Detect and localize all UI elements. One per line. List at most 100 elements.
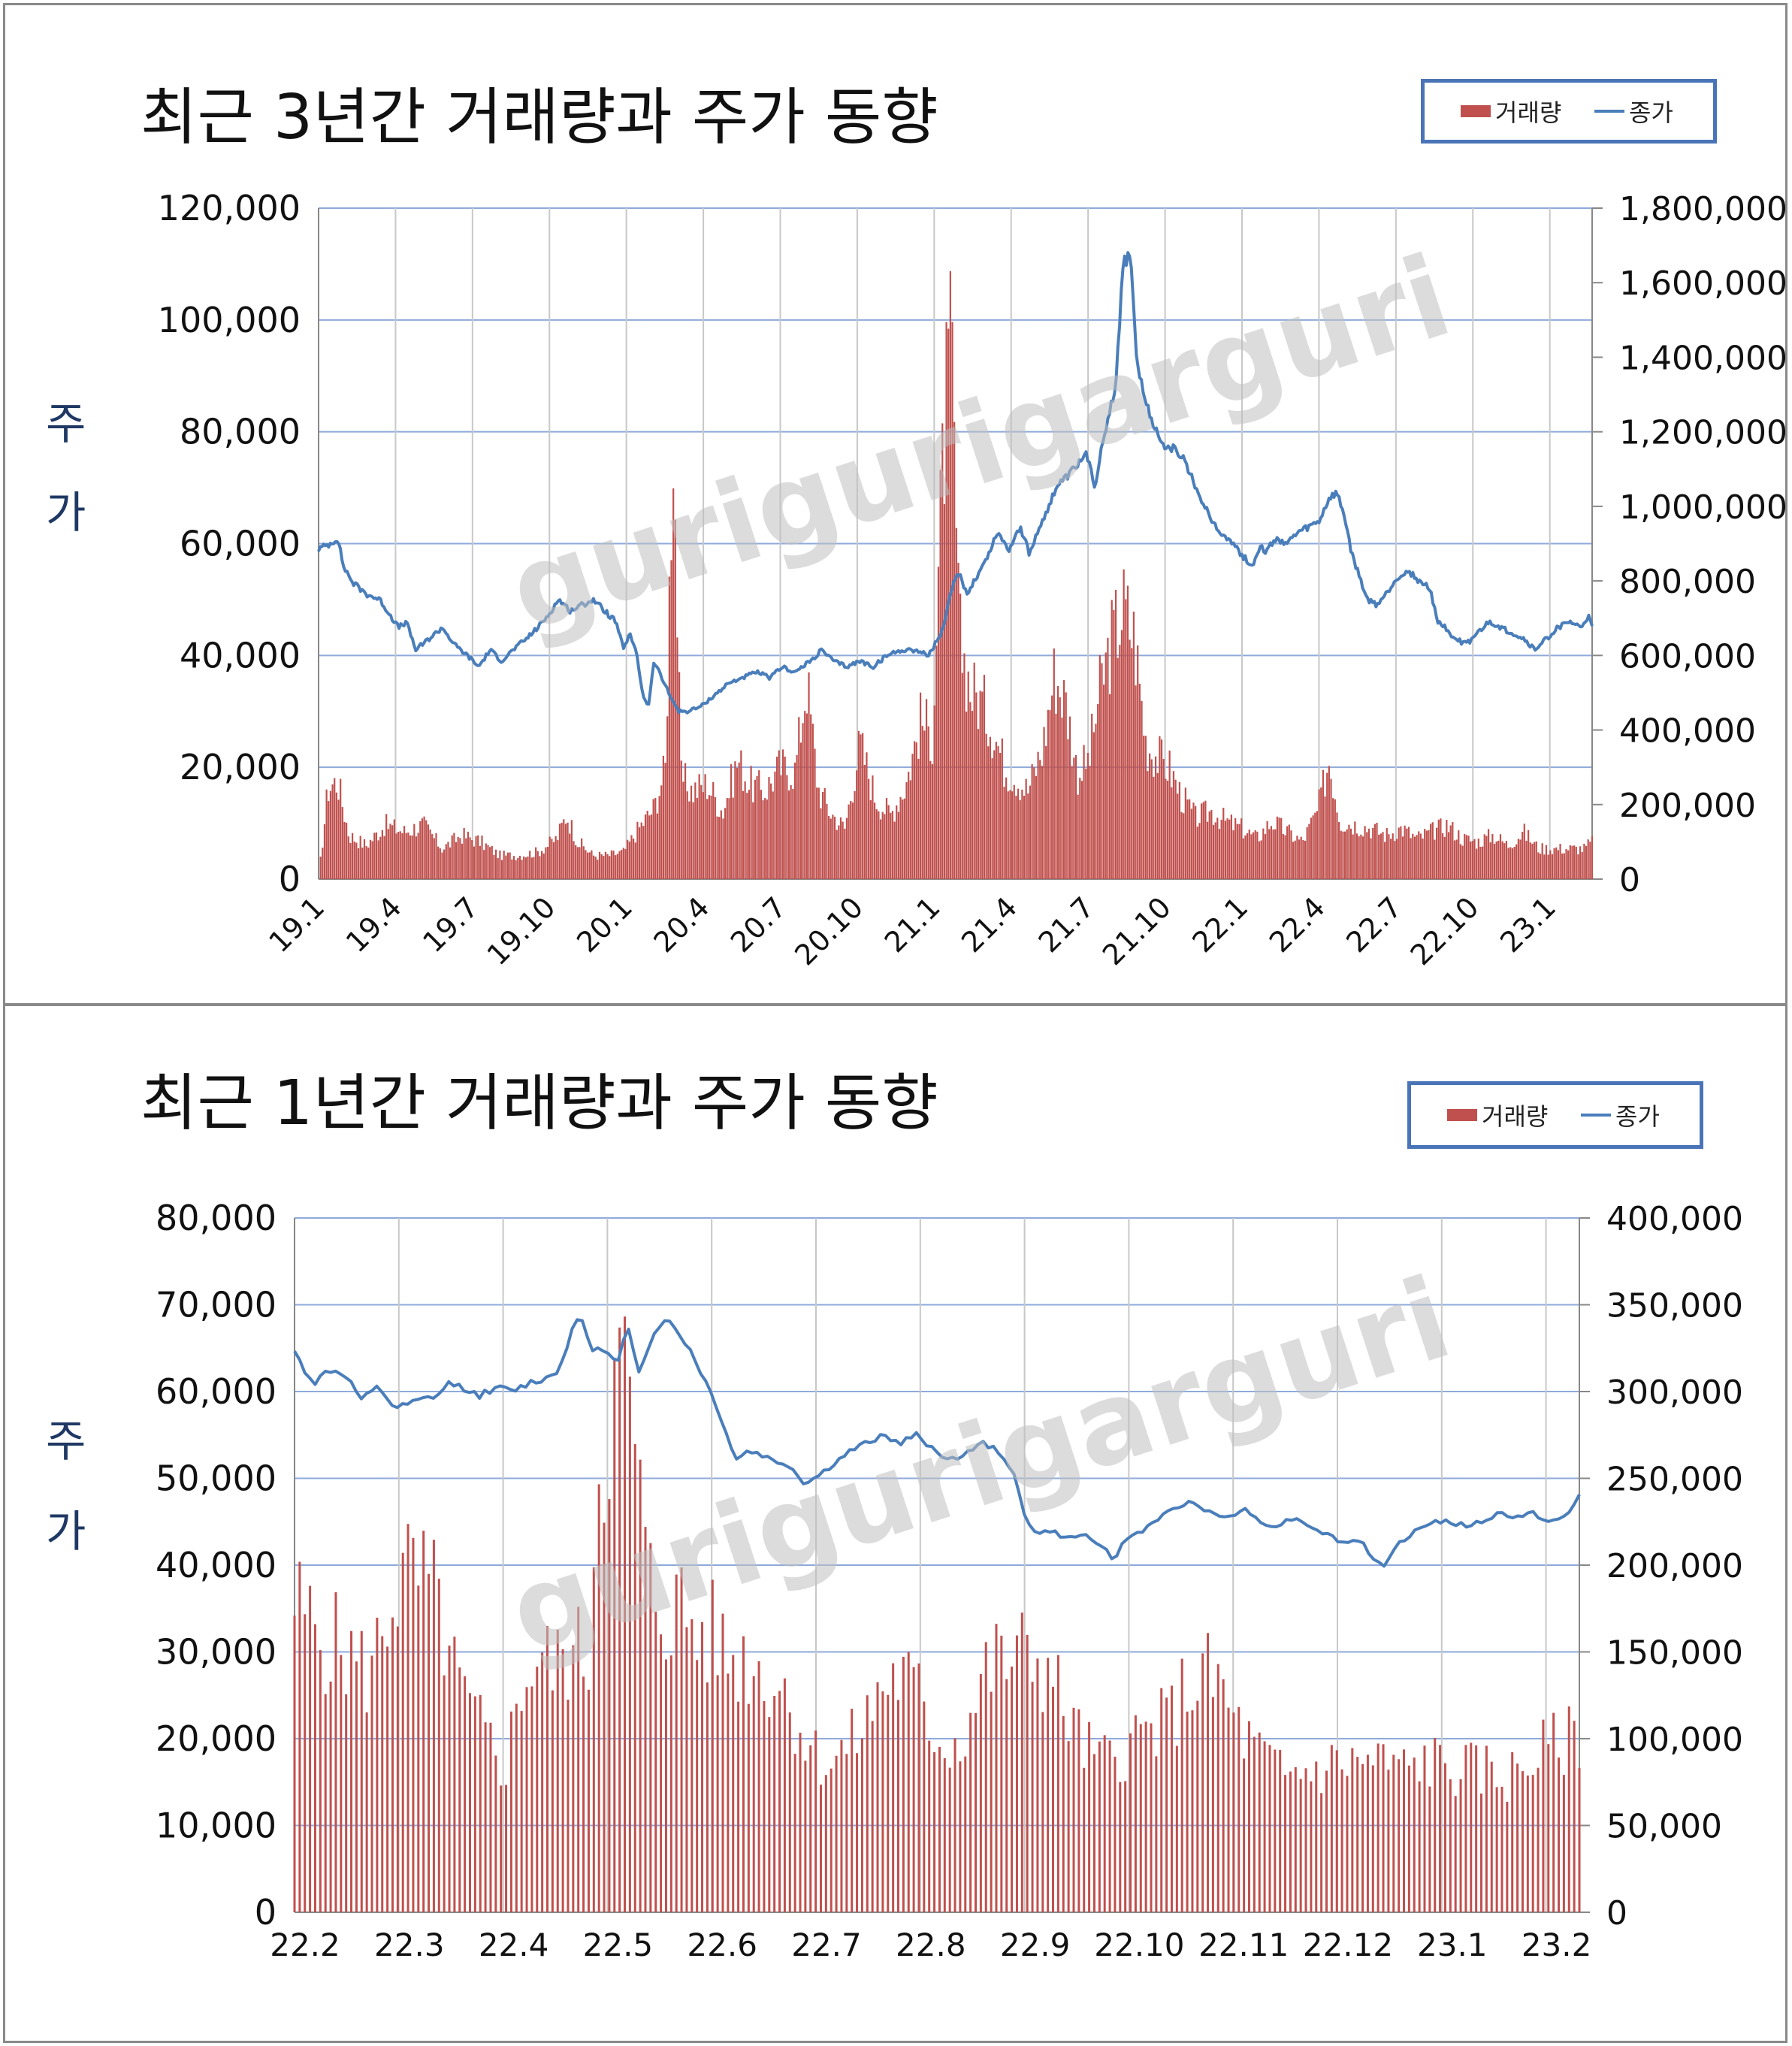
- volume-bar: [1553, 848, 1555, 879]
- volume-bar: [971, 711, 974, 879]
- volume-bar: [337, 799, 340, 879]
- volume-bar: [937, 567, 940, 879]
- volume-bar: [1174, 779, 1177, 879]
- volume-bar: [835, 1755, 838, 1912]
- volume-bar: [387, 829, 389, 879]
- volume-bar: [763, 1700, 766, 1912]
- volume-bar: [1458, 830, 1460, 879]
- volume-bar: [361, 848, 364, 879]
- volume-bar: [781, 749, 784, 879]
- volume-bar: [896, 805, 898, 879]
- volume-bar: [1537, 852, 1540, 879]
- volume-bar: [533, 857, 535, 879]
- volume-bar: [648, 815, 651, 879]
- volume-bar: [842, 821, 844, 879]
- y-axis-title-char-1: 주: [46, 1416, 86, 1467]
- volume-bar: [443, 849, 446, 879]
- volume-bar: [1200, 803, 1203, 879]
- volume-bar: [1358, 836, 1360, 879]
- chart-title-3y: 최근 3년간 거래량과 주가 동향: [141, 82, 938, 153]
- volume-bar: [604, 851, 607, 879]
- volume-bar: [540, 851, 543, 879]
- volume-bar: [443, 1675, 446, 1912]
- volume-bar: [1144, 1721, 1147, 1912]
- volume-bar: [969, 1712, 972, 1912]
- volume-bar: [530, 1686, 533, 1912]
- volume-bar: [448, 1646, 451, 1912]
- volume-bar: [1424, 829, 1426, 879]
- volume-bar: [1101, 663, 1103, 879]
- right-tick-label: 1,200,000: [1619, 414, 1785, 452]
- volume-bar: [915, 742, 917, 879]
- volume-bar: [670, 560, 672, 879]
- right-tick-label: 200,000: [1606, 1547, 1743, 1585]
- volume-bar: [766, 799, 768, 879]
- volume-bar: [738, 762, 740, 879]
- volume-bar: [586, 852, 589, 879]
- volume-bar: [1105, 652, 1107, 879]
- volume-bar: [750, 766, 752, 879]
- volume-bar: [570, 820, 573, 879]
- volume-bar: [752, 1676, 755, 1912]
- volume-bar: [1525, 840, 1528, 879]
- volume-bar: [1079, 778, 1081, 879]
- volume-bar: [1326, 772, 1328, 879]
- volume-bar: [896, 1700, 899, 1912]
- volume-bar: [1103, 685, 1105, 879]
- volume-bar: [1125, 599, 1127, 879]
- volume-bar: [702, 792, 705, 879]
- volume-bar: [711, 1579, 714, 1912]
- volume-bar: [1220, 819, 1222, 879]
- volume-bar: [1441, 833, 1444, 879]
- volume-bar: [1378, 834, 1380, 879]
- volume-bar: [787, 790, 790, 879]
- volume-bar: [393, 819, 395, 879]
- volume-bar: [628, 1377, 631, 1912]
- volume-bar: [1346, 1776, 1349, 1912]
- volume-bar: [799, 742, 802, 879]
- volume-bar: [1483, 834, 1485, 879]
- volume-bar: [654, 1612, 657, 1912]
- volume-bar: [881, 811, 884, 879]
- legend-label-volume: 거래량: [1482, 1102, 1549, 1131]
- volume-bar: [293, 1615, 296, 1912]
- legend-1y: 거래량 종가: [1407, 1081, 1703, 1149]
- volume-bar: [1056, 1655, 1059, 1912]
- volume-bar: [1202, 802, 1204, 879]
- volume-bar: [1243, 1758, 1246, 1912]
- volume-bar: [1015, 796, 1017, 879]
- volume-bar: [1491, 833, 1494, 879]
- volume-bar: [840, 1739, 843, 1912]
- volume-bar: [1340, 830, 1342, 879]
- volume-bar: [577, 1606, 580, 1912]
- volume-bar: [556, 1629, 559, 1912]
- volume-bar: [1308, 824, 1310, 879]
- volume-bar: [1041, 766, 1043, 879]
- volume-bar: [817, 787, 820, 879]
- volume-bar: [1236, 824, 1238, 879]
- volume-bar: [1304, 1768, 1307, 1912]
- volume-bar: [973, 662, 975, 879]
- volume-bar: [1258, 1732, 1261, 1912]
- volume-bar: [963, 653, 966, 879]
- volume-bar: [902, 799, 904, 879]
- volume-bar: [721, 1613, 724, 1912]
- volume-bar: [401, 1552, 404, 1912]
- volume-bar: [1083, 745, 1085, 879]
- volume-bar: [775, 757, 778, 879]
- volume-bar: [1189, 799, 1191, 879]
- volume-bar: [1322, 769, 1325, 879]
- volume-bar: [1204, 800, 1207, 879]
- volume-bar: [788, 1712, 791, 1912]
- volume-bar: [1270, 826, 1273, 879]
- volume-bar: [530, 857, 533, 879]
- volume-bar: [814, 748, 816, 879]
- volume-bar: [1086, 753, 1089, 879]
- volume-bar: [682, 781, 684, 879]
- volume-bar: [630, 835, 633, 879]
- volume-bar: [1154, 756, 1157, 879]
- volume-bar: [887, 1694, 890, 1912]
- volume-bar: [1425, 830, 1428, 879]
- right-tick-label: 1,800,000: [1619, 190, 1785, 228]
- volume-bar: [445, 844, 447, 879]
